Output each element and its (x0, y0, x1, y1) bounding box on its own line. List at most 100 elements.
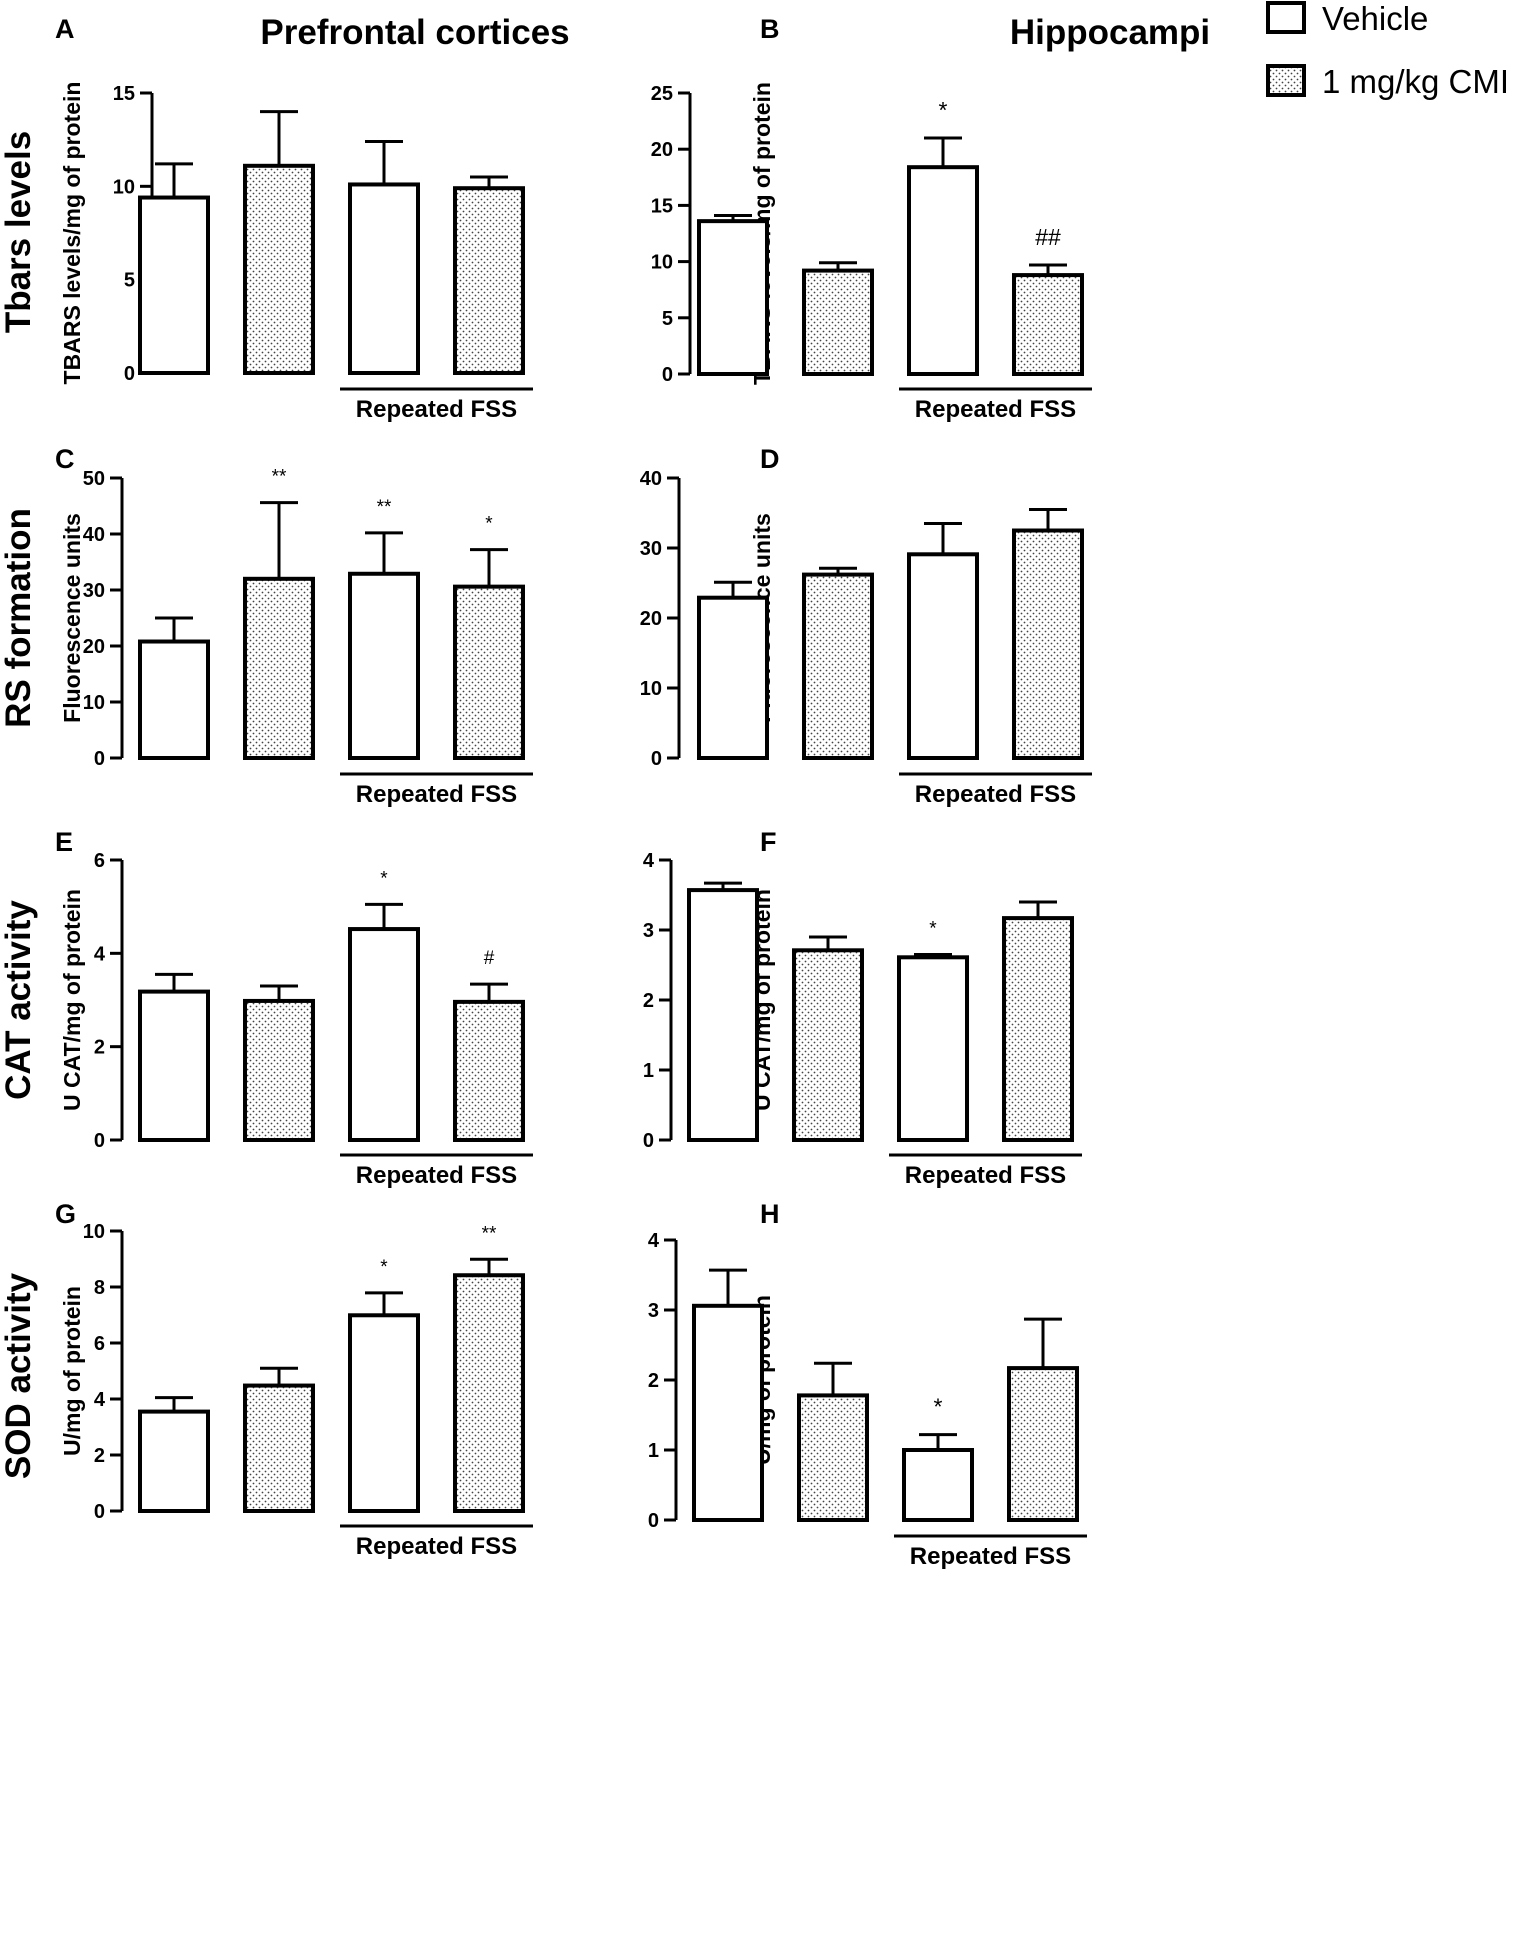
y-tick-label: 10 (640, 678, 662, 700)
y-tick-label: 15 (113, 83, 135, 105)
group-label: Repeated FSS (910, 1543, 1071, 1570)
panel-letter: B (760, 14, 780, 44)
y-tick-label: 0 (662, 364, 673, 386)
panel-b: BTBARS levels/mg of protein0510152025*##… (651, 14, 1092, 423)
bar (802, 572, 874, 760)
significance-label: * (934, 1394, 943, 1420)
bar (243, 576, 315, 760)
y-tick-label: 30 (640, 538, 662, 560)
bar (138, 989, 210, 1142)
y-tick-label: 0 (651, 748, 662, 770)
group-label: Repeated FSS (915, 396, 1076, 423)
group-label: Repeated FSS (356, 781, 517, 808)
significance-label: * (939, 97, 948, 123)
y-tick-label: 4 (648, 1230, 660, 1252)
column-title-prefrontal: Prefrontal cortices (260, 13, 569, 52)
legend-swatch-cmi (1266, 64, 1306, 97)
bar (802, 268, 874, 377)
y-tick-label: 40 (83, 524, 105, 546)
y-tick-label: 0 (124, 363, 135, 385)
y-tick-label: 2 (94, 1445, 105, 1467)
y-tick-label: 20 (640, 608, 662, 630)
y-tick-label: 2 (648, 1370, 659, 1392)
y-tick-label: 0 (94, 748, 105, 770)
bar (138, 639, 210, 761)
y-tick-label: 15 (651, 195, 673, 217)
y-axis-label: U CAT/mg of protein (59, 889, 85, 1111)
bar (453, 999, 525, 1142)
panel-letter: D (760, 444, 780, 474)
y-tick-label: 4 (643, 850, 655, 872)
legend: Vehicle 1 mg/kg CMI (1266, 0, 1509, 100)
bar (453, 1273, 525, 1513)
y-axis-label: TBARS levels/mg of protein (59, 82, 85, 385)
panel-letter: G (55, 1199, 76, 1229)
y-tick-label: 10 (83, 1221, 105, 1243)
panel-letter: H (760, 1199, 780, 1229)
y-axis-label: U/mg of protein (59, 1286, 85, 1456)
bar (1002, 916, 1074, 1142)
group-label: Repeated FSS (905, 1162, 1066, 1189)
bar (1012, 273, 1084, 377)
y-tick-label: 25 (651, 83, 673, 105)
bar (697, 595, 769, 761)
y-tick-label: 1 (648, 1440, 659, 1462)
group-label: Repeated FSS (915, 781, 1076, 808)
bar (792, 948, 864, 1142)
bar (348, 571, 420, 761)
significance-label: ** (482, 1223, 497, 1244)
y-tick-label: 20 (651, 139, 673, 161)
y-tick-label: 5 (662, 308, 673, 330)
y-tick-label: 0 (643, 1130, 654, 1152)
y-tick-label: 4 (94, 943, 106, 965)
y-tick-label: 0 (648, 1510, 659, 1532)
y-tick-label: 50 (83, 468, 105, 490)
bar (243, 998, 315, 1143)
panel-letter: C (55, 444, 75, 474)
y-tick-label: 6 (94, 1333, 105, 1355)
column-title-hippocampi: Hippocampi (1010, 13, 1210, 52)
y-tick-label: 0 (94, 1130, 105, 1152)
bar (897, 955, 969, 1142)
y-tick-label: 10 (113, 176, 135, 198)
bar (1007, 1366, 1079, 1522)
bar (243, 1383, 315, 1514)
row-title-tbars: Tbars levels (0, 131, 38, 333)
y-tick-label: 40 (640, 468, 662, 490)
bar (687, 888, 759, 1142)
significance-label: * (380, 868, 388, 889)
bar (243, 163, 315, 375)
row-title-cat-activity: CAT activity (0, 900, 38, 1100)
significance-label: # (484, 948, 495, 969)
y-tick-label: 3 (648, 1300, 659, 1322)
panel-letter: E (55, 827, 73, 857)
significance-label: * (929, 919, 937, 940)
y-tick-label: 8 (94, 1277, 105, 1299)
significance-label: ** (377, 497, 392, 518)
y-tick-label: 1 (643, 1060, 654, 1082)
bar (348, 927, 420, 1142)
y-axis-label: Fluorescence units (59, 513, 85, 723)
row-title-sod-activity: SOD activity (0, 1272, 38, 1479)
panel-a: A TBARS levels/mg of protein 0 5 10 15 Repeate… (55, 14, 533, 423)
significance-label: * (380, 1257, 388, 1278)
y-tick-label: 0 (94, 1501, 105, 1523)
bar (797, 1393, 869, 1523)
bar (453, 584, 525, 761)
significance-label: * (485, 514, 493, 535)
group-label: Repeated FSS (356, 1533, 517, 1560)
y-tick-label: 10 (651, 252, 673, 274)
bar (138, 195, 210, 375)
y-tick-label: 10 (83, 692, 105, 714)
bar (348, 1313, 420, 1514)
row-title-rs-formation: RS formation (0, 508, 38, 728)
group-label: Repeated FSS (356, 1162, 517, 1189)
y-tick-label: 2 (94, 1037, 105, 1059)
panel-letter: F (760, 827, 777, 857)
